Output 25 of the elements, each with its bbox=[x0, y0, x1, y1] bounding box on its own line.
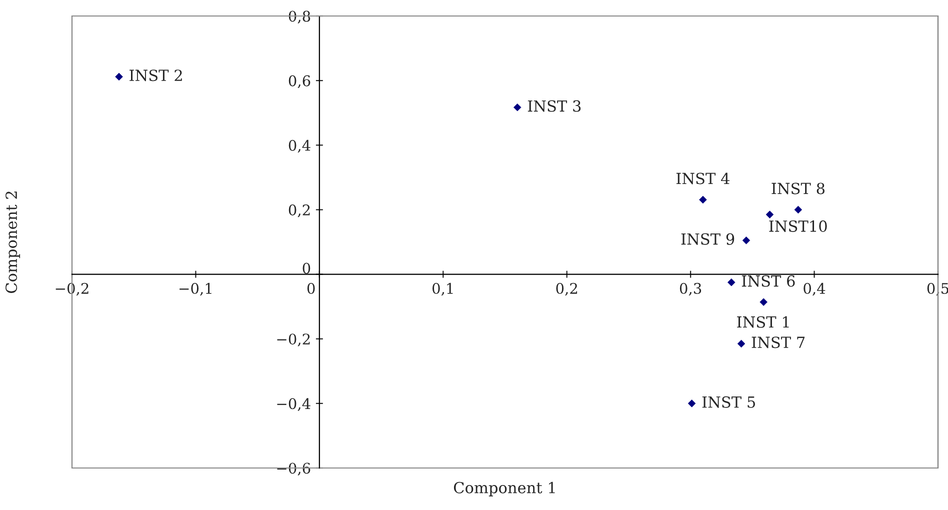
y-tick-label: 0,4 bbox=[288, 140, 310, 153]
series-label: INST10 bbox=[769, 220, 827, 232]
x-tick-label: 0,1 bbox=[432, 282, 453, 296]
y-tick-label: −0,2 bbox=[277, 334, 310, 346]
series-label: INST 3 bbox=[528, 100, 581, 112]
x-tick-label: −0,1 bbox=[180, 282, 212, 296]
series-label: INST 5 bbox=[702, 396, 755, 408]
x-axis-title: Component 1 bbox=[454, 482, 555, 496]
series-label: INST 7 bbox=[752, 336, 805, 348]
y-tick-label: 0,2 bbox=[288, 204, 310, 218]
x-tick-label: 0,3 bbox=[680, 282, 702, 296]
y-tick-label: 0,6 bbox=[288, 75, 310, 88]
y-axis-title: Component 2 bbox=[6, 192, 20, 294]
series-label: INST 4 bbox=[676, 172, 730, 184]
series-label: INST 8 bbox=[772, 182, 824, 194]
series-label: INST 6 bbox=[742, 275, 795, 287]
series-label: INST 9 bbox=[681, 233, 734, 245]
x-tick-label: 0,4 bbox=[804, 282, 826, 296]
series-label: INST 2 bbox=[130, 70, 182, 82]
x-tick-label: 0,5 bbox=[927, 282, 948, 296]
series-label: INST 1 bbox=[737, 316, 789, 328]
y-tick-label: 0 bbox=[302, 262, 310, 274]
x-tick-label: −0,2 bbox=[56, 282, 88, 296]
x-tick-label: 0,2 bbox=[556, 282, 578, 296]
y-tick-label: −0,4 bbox=[277, 398, 310, 411]
